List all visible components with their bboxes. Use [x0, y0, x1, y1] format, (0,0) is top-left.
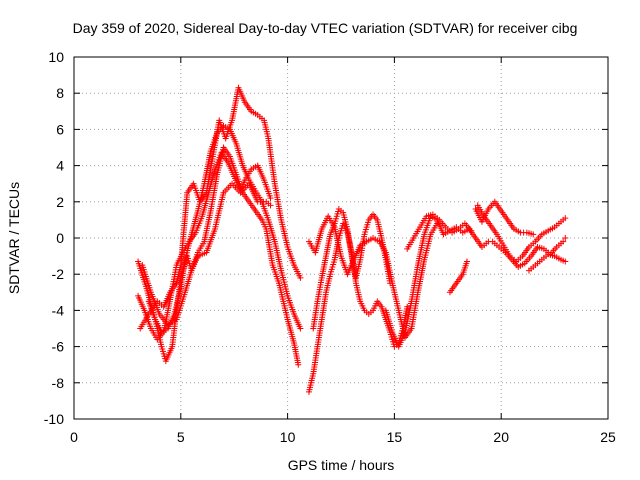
y-tick-label: -8 [52, 375, 65, 391]
y-axis-label: SDTVAR / TECUs [6, 182, 22, 294]
sdtvar-chart: Day 359 of 2020, Sidereal Day-to-day VTE… [0, 0, 640, 480]
y-tick-label: 4 [56, 158, 64, 174]
y-tick-label: 2 [56, 194, 64, 210]
chart-title: Day 359 of 2020, Sidereal Day-to-day VTE… [73, 20, 578, 36]
y-tick-label: -2 [52, 266, 65, 282]
series-sat-i [383, 213, 492, 349]
y-tick-label: -10 [44, 411, 64, 427]
series-sat-n [490, 235, 569, 270]
x-tick-label: 0 [70, 429, 78, 445]
x-tick-label: 25 [600, 429, 616, 445]
series-sat-h [306, 213, 440, 340]
y-tick-label: -4 [52, 302, 65, 318]
y-tick-label: -6 [52, 339, 65, 355]
x-tick-labels: 0 5 10 15 20 25 [70, 429, 616, 445]
y-tick-label: 10 [48, 49, 64, 65]
series-sat-l [473, 199, 537, 238]
y-tick-labels: -10 -8 -6 -4 -2 0 2 4 6 8 10 [44, 49, 64, 427]
x-tick-label: 5 [177, 429, 185, 445]
x-tick-label: 10 [280, 429, 296, 445]
y-tick-label: 0 [56, 230, 64, 246]
y-tick-label: 6 [56, 121, 64, 137]
data-points [135, 85, 568, 395]
x-tick-label: 20 [493, 429, 509, 445]
series-sat-k [447, 259, 470, 296]
y-tick-label: 8 [56, 85, 64, 101]
x-axis-label: GPS time / hours [288, 457, 395, 473]
x-tick-label: 15 [387, 429, 403, 445]
